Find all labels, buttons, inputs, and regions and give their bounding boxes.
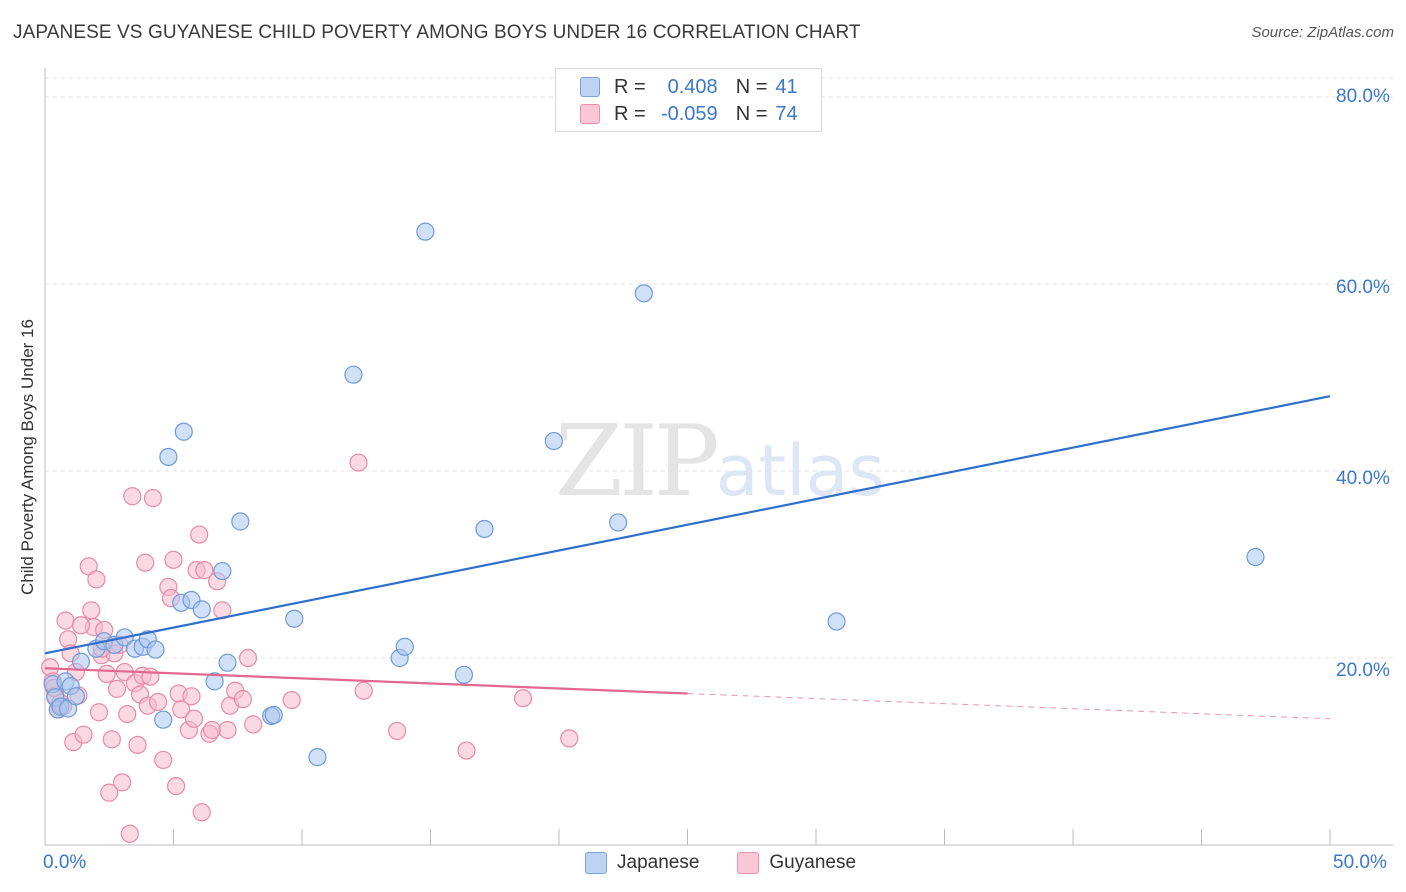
guyanese-point — [102, 730, 121, 749]
japanese-point — [544, 431, 563, 451]
guyanese-point — [100, 783, 119, 802]
guyanese-point — [182, 687, 201, 706]
japanese-swatch — [580, 77, 600, 97]
japanese-point — [146, 640, 165, 659]
japanese-point — [264, 705, 283, 725]
guyanese-point — [141, 667, 160, 686]
legend-item-guyanese[interactable]: Guyanese — [737, 852, 856, 874]
x-tick-max: 50.0% — [1333, 852, 1387, 873]
legend-label-guyanese: Guyanese — [769, 852, 857, 873]
guyanese-point — [233, 690, 252, 709]
guyanese-point — [74, 725, 93, 744]
stats-legend: R = 0.408 N = 41 R = -0.059 N = 74 — [555, 68, 822, 132]
japanese-point — [634, 284, 653, 303]
guyanese-point — [136, 553, 155, 572]
y-tick-80: 80.0% — [1336, 86, 1390, 107]
r-value: 0.408 — [667, 75, 718, 98]
watermark-zip: ZIP — [555, 405, 720, 519]
series-legend: Japanese Guyanese — [585, 852, 894, 874]
r-value: -0.059 — [660, 102, 718, 125]
n-value: 41 — [775, 75, 798, 98]
guyanese-point — [112, 773, 132, 792]
r-label: R = — [614, 102, 646, 125]
japanese-point — [285, 609, 304, 628]
stats-row-japanese: R = 0.408 N = 41 — [580, 74, 798, 100]
guyanese-point — [82, 601, 101, 620]
guyanese-point — [128, 735, 147, 755]
guyanese-trend-line — [44, 667, 688, 695]
legend-label-japanese: Japanese — [617, 852, 700, 873]
japanese-point — [218, 653, 237, 672]
guyanese-point — [513, 689, 533, 708]
japanese-point — [344, 365, 363, 384]
japanese-point — [1246, 547, 1265, 567]
guyanese-point — [244, 715, 263, 734]
y-tick-40: 40.0% — [1336, 468, 1390, 489]
legend-item-japanese[interactable]: Japanese — [585, 852, 699, 874]
japanese-point — [475, 519, 494, 539]
guyanese-point — [560, 729, 579, 748]
n-label: N = — [735, 75, 768, 98]
guyanese-point — [192, 803, 211, 822]
japanese-point — [827, 612, 846, 631]
guyanese-swatch — [580, 104, 600, 124]
source-label: Source: ZipAtlas.com — [1251, 24, 1394, 41]
guyanese-trend-line-dashed — [687, 693, 1331, 720]
japanese-point — [416, 222, 435, 241]
guyanese-point — [120, 824, 139, 843]
x-tick-min: 0.0% — [43, 852, 87, 873]
japanese-point — [192, 600, 211, 619]
n-value: 74 — [775, 102, 798, 125]
guyanese-point — [143, 489, 163, 508]
r-label: R = — [614, 75, 646, 98]
guyanese-point — [195, 561, 214, 580]
guyanese-point — [202, 720, 222, 740]
guyanese-legend-swatch — [737, 852, 760, 874]
guyanese-point — [71, 616, 91, 635]
guyanese-point — [190, 525, 209, 544]
guyanese-point — [164, 550, 183, 569]
japanese-point — [308, 748, 327, 767]
stats-row-guyanese: R = -0.059 N = 74 — [580, 101, 798, 127]
chart-title: JAPANESE VS GUYANESE CHILD POVERTY AMONG… — [13, 22, 861, 43]
guyanese-point — [184, 709, 204, 728]
guyanese-point — [148, 692, 168, 712]
guyanese-point — [349, 453, 368, 472]
n-label: N = — [735, 102, 768, 125]
guyanese-point — [89, 703, 109, 722]
guyanese-point — [457, 741, 476, 760]
guyanese-point — [123, 487, 142, 506]
japanese-trend-line — [44, 395, 1331, 655]
guyanese-point — [87, 570, 106, 589]
guyanese-point — [354, 681, 373, 700]
guyanese-point — [238, 648, 258, 668]
japanese-point — [213, 561, 232, 581]
japanese-point — [231, 512, 250, 531]
japanese-point — [66, 687, 85, 706]
japanese-point — [609, 513, 628, 532]
guyanese-point — [282, 690, 301, 710]
japanese-point — [174, 422, 193, 441]
japanese-point — [154, 710, 173, 729]
japanese-legend-swatch — [585, 852, 607, 874]
japanese-point — [205, 672, 224, 691]
japanese-point — [395, 637, 414, 656]
guyanese-point — [118, 704, 137, 724]
guyanese-point — [218, 720, 237, 740]
y-tick-20: 20.0% — [1336, 660, 1390, 681]
guyanese-point — [387, 721, 407, 741]
guyanese-point — [97, 664, 116, 683]
y-tick-60: 60.0% — [1336, 277, 1390, 298]
japanese-point — [159, 447, 178, 467]
guyanese-point — [56, 611, 75, 630]
guyanese-point — [172, 700, 191, 719]
guyanese-point — [107, 679, 127, 698]
japanese-point — [71, 652, 91, 671]
japanese-point — [454, 665, 474, 684]
guyanese-point — [166, 776, 186, 796]
guyanese-point — [154, 750, 173, 770]
